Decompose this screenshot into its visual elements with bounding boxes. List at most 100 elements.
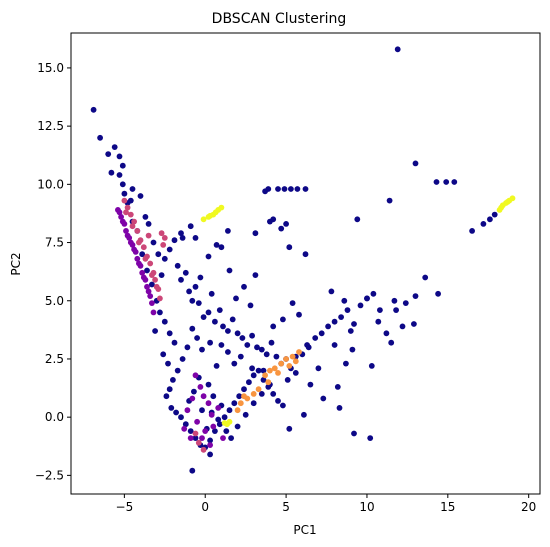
data-point — [187, 435, 194, 441]
data-point — [137, 193, 144, 199]
data-point — [150, 239, 157, 246]
data-point — [182, 421, 189, 428]
data-point — [294, 186, 301, 192]
data-point — [192, 372, 199, 379]
data-point — [504, 198, 511, 205]
data-point — [187, 223, 194, 230]
data-point — [129, 186, 136, 192]
data-point — [157, 295, 163, 302]
data-point — [205, 381, 212, 388]
data-point — [237, 400, 244, 407]
data-point — [402, 300, 409, 306]
data-point — [284, 377, 291, 383]
data-point — [283, 221, 289, 227]
data-point — [370, 290, 377, 297]
data-point — [312, 335, 319, 341]
data-point — [205, 253, 212, 260]
data-point — [150, 309, 157, 316]
data-point — [161, 235, 168, 241]
data-point — [391, 297, 398, 304]
data-point — [224, 421, 231, 428]
plot-frame — [70, 32, 541, 495]
data-point — [166, 386, 173, 393]
data-point — [144, 267, 150, 274]
data-point — [194, 418, 201, 425]
data-point — [123, 228, 129, 234]
chart-title: DBSCAN Clustering — [212, 11, 347, 27]
data-point — [411, 321, 417, 327]
data-point — [168, 405, 175, 411]
y-tick-label: 7.5 — [45, 236, 64, 250]
data-point — [124, 204, 131, 211]
data-point — [191, 388, 197, 395]
data-point — [189, 395, 196, 402]
data-point — [318, 330, 325, 337]
data-point — [124, 232, 131, 239]
data-point — [351, 430, 357, 437]
data-point — [341, 297, 348, 304]
x-tick-label: −5 — [116, 500, 134, 514]
data-point — [336, 405, 343, 411]
data-point — [165, 360, 171, 367]
data-point — [136, 239, 142, 246]
data-point — [153, 283, 160, 290]
x-tick-label: 20 — [521, 500, 536, 514]
data-point — [241, 393, 247, 400]
data-point — [354, 216, 361, 223]
x-tick-label: 10 — [359, 500, 374, 514]
data-point — [231, 400, 238, 407]
data-point — [207, 451, 214, 458]
data-point — [142, 214, 149, 220]
data-point — [228, 435, 235, 441]
data-point — [498, 204, 505, 211]
data-point — [116, 153, 123, 160]
data-point — [182, 269, 189, 276]
data-point — [208, 411, 215, 418]
data-point — [399, 323, 406, 330]
data-point — [221, 414, 228, 421]
data-point — [286, 363, 293, 369]
data-point — [192, 235, 199, 241]
data-point — [97, 134, 103, 141]
data-point — [244, 342, 251, 348]
data-point — [195, 439, 202, 446]
data-point — [394, 46, 401, 53]
data-point — [386, 197, 393, 204]
data-point — [171, 339, 178, 346]
data-point — [234, 423, 241, 430]
data-point — [325, 323, 331, 330]
data-point — [250, 372, 257, 379]
data-point — [338, 314, 344, 320]
data-point — [283, 356, 289, 362]
data-point — [160, 351, 167, 358]
data-point — [307, 381, 314, 388]
data-point — [170, 377, 176, 383]
data-point — [145, 288, 152, 295]
data-point — [255, 386, 262, 393]
data-point — [286, 425, 293, 432]
y-tick-label: 5.0 — [45, 294, 64, 308]
x-tick-label: 15 — [440, 500, 455, 514]
data-point — [320, 395, 327, 402]
data-point — [268, 339, 275, 346]
data-point — [258, 346, 265, 353]
data-point — [226, 267, 233, 274]
data-point — [215, 405, 222, 411]
data-point — [216, 307, 223, 313]
data-point — [255, 367, 262, 374]
data-point — [145, 232, 152, 239]
data-point — [118, 214, 124, 220]
data-point — [212, 318, 218, 325]
data-point — [289, 353, 296, 360]
data-point — [231, 360, 238, 367]
ticks-layer: −5 0 5 10 15 20 −2.5 0.0 2.5 5.0 7.5 10.0 12.5 15.0 — [35, 61, 536, 514]
data-point — [347, 328, 354, 334]
data-point — [152, 276, 159, 283]
data-point — [179, 356, 186, 362]
data-point — [149, 300, 155, 306]
data-point — [302, 251, 309, 258]
data-point — [158, 272, 165, 278]
data-point — [178, 230, 184, 237]
data-point — [304, 342, 310, 348]
